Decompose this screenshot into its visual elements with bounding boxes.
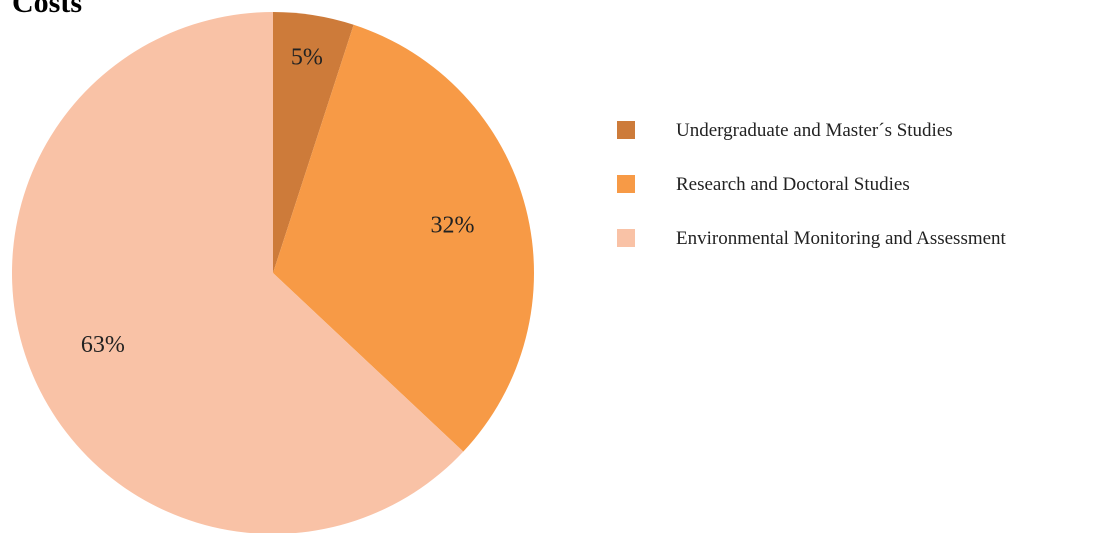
pie-slice <box>273 24 534 452</box>
legend-swatch <box>617 229 635 247</box>
legend-item: Research and Doctoral Studies <box>617 170 1096 200</box>
legend: Undergraduate and Master´s Studies Resear… <box>617 116 1096 278</box>
legend-item: Undergraduate and Master´s Studies <box>617 116 1096 146</box>
legend-swatch <box>617 121 635 139</box>
legend-swatch <box>617 175 635 193</box>
pie-slice <box>273 12 354 273</box>
legend-label: Environmental Monitoring and Assessment <box>676 228 1006 249</box>
data-label: 32% <box>430 212 474 238</box>
data-label: 63% <box>81 332 125 358</box>
pie-slice <box>12 12 464 533</box>
chart-title: Costs <box>12 0 83 19</box>
legend-label: Undergraduate and Master´s Studies <box>676 120 953 141</box>
data-label: 5% <box>291 45 323 71</box>
legend-item: Environmental Monitoring and Assessment <box>617 224 1096 254</box>
legend-label: Research and Doctoral Studies <box>676 174 910 195</box>
